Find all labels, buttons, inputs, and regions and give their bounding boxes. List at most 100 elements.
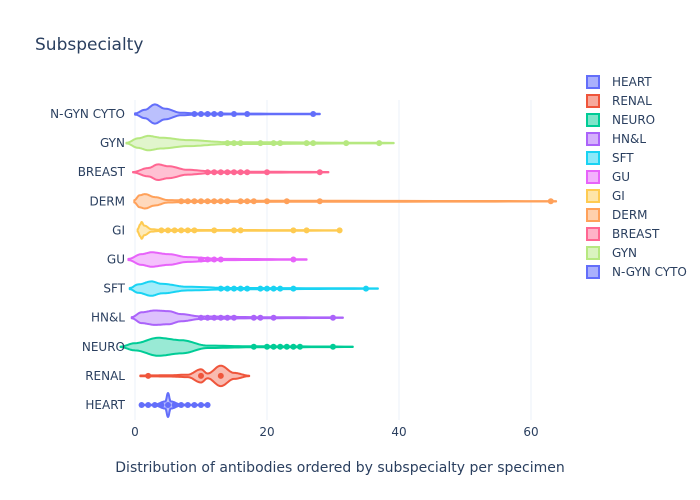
data-point: [224, 169, 231, 176]
x-tick-label: 40: [391, 425, 406, 439]
data-point: [217, 256, 224, 263]
data-point: [184, 402, 191, 408]
data-point: [290, 256, 297, 263]
violin-breast[interactable]: [132, 163, 330, 181]
legend-item[interactable]: GYN: [586, 246, 637, 260]
data-point: [198, 256, 204, 263]
legend-swatch: [586, 246, 600, 260]
data-point: [158, 227, 165, 234]
violin-shape: [127, 251, 308, 268]
legend-label: DERM: [612, 208, 648, 222]
data-point: [231, 111, 237, 117]
legend-swatch: [586, 208, 600, 222]
data-point: [264, 285, 270, 292]
legend-item[interactable]: HEART: [586, 75, 652, 89]
legend-item[interactable]: SFT: [586, 151, 634, 165]
legend-label: GYN: [612, 246, 637, 260]
data-point: [257, 140, 264, 147]
legend-swatch: [586, 113, 600, 127]
data-point: [138, 402, 145, 408]
y-tick-label: NEURO: [82, 340, 125, 354]
data-point: [237, 285, 244, 292]
violin-gyn[interactable]: [125, 134, 395, 152]
data-point: [211, 227, 218, 234]
data-point: [198, 314, 204, 321]
legend-item[interactable]: RENAL: [586, 94, 652, 108]
violin-n-gyn-cyto[interactable]: [134, 103, 321, 125]
legend-item[interactable]: GU: [586, 170, 630, 184]
data-point: [310, 111, 317, 117]
x-axis-label: Distribution of antibodies ordered by su…: [115, 460, 564, 476]
data-point: [547, 198, 554, 205]
violin-derm[interactable]: [133, 193, 558, 210]
data-point: [204, 111, 211, 117]
data-point: [211, 256, 218, 263]
data-point: [244, 111, 251, 117]
data-point: [277, 285, 284, 292]
data-point: [237, 227, 244, 234]
data-point: [290, 227, 297, 234]
violin-hn-l[interactable]: [130, 309, 344, 326]
data-point: [257, 285, 264, 292]
data-point: [244, 285, 251, 292]
data-point: [224, 140, 231, 147]
data-point: [270, 285, 277, 292]
x-tick-label: 20: [259, 425, 274, 439]
data-point: [237, 198, 244, 205]
data-point: [224, 198, 231, 205]
legend-swatch: [586, 170, 600, 184]
data-point: [191, 111, 198, 117]
x-tick-labels: 0 20 40 60: [131, 425, 538, 439]
legend-label: SFT: [612, 151, 634, 165]
y-tick-label: RENAL: [85, 369, 125, 383]
data-point: [211, 169, 218, 176]
data-point: [297, 343, 303, 350]
violin-sft[interactable]: [128, 280, 379, 297]
legend-item[interactable]: NEURO: [586, 113, 655, 127]
legend-swatch: [586, 265, 600, 279]
legend-item[interactable]: GI: [586, 189, 625, 203]
data-point: [231, 285, 237, 292]
legend-item[interactable]: BREAST: [586, 227, 660, 241]
legend-label: NEURO: [612, 113, 655, 127]
data-point: [211, 198, 218, 205]
violin-renal[interactable]: [139, 364, 251, 388]
violin-heart[interactable]: [138, 392, 211, 418]
data-point: [191, 227, 198, 234]
data-point: [158, 402, 165, 408]
violin-shape: [139, 364, 251, 388]
legend-item[interactable]: DERM: [586, 208, 648, 222]
data-point: [336, 227, 343, 234]
y-tick-label: SFT: [103, 282, 125, 296]
data-point: [178, 227, 185, 234]
data-point: [198, 372, 204, 379]
data-point: [264, 343, 270, 350]
data-point: [217, 198, 224, 205]
data-point: [178, 198, 185, 205]
violin-shape: [128, 280, 379, 297]
y-tick-label: HEART: [85, 398, 125, 412]
violin-shape: [133, 193, 558, 210]
data-point: [277, 140, 284, 147]
data-point: [303, 140, 310, 147]
legend-item[interactable]: HN&L: [586, 132, 646, 146]
data-point: [283, 198, 290, 205]
data-point: [211, 314, 218, 321]
legend-label: BREAST: [612, 227, 660, 241]
violin-neuro[interactable]: [119, 336, 354, 357]
violin-gi[interactable]: [136, 221, 343, 240]
legend-item[interactable]: N-GYN CYTO: [586, 265, 687, 279]
violin-shape: [132, 163, 330, 181]
legend-swatch: [586, 227, 600, 241]
data-point: [204, 402, 211, 408]
violin-gu[interactable]: [127, 251, 308, 268]
data-point: [198, 111, 204, 117]
legend-label: HEART: [612, 75, 652, 89]
data-point: [290, 343, 297, 350]
y-tick-label: BREAST: [78, 165, 126, 179]
legend-label: N-GYN CYTO: [612, 265, 687, 279]
data-point: [231, 140, 237, 147]
data-point: [343, 140, 350, 147]
